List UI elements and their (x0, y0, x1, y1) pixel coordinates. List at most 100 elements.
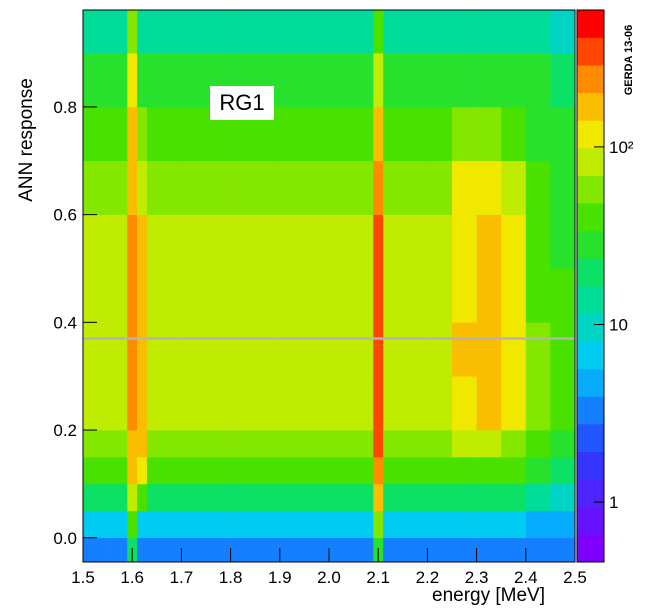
heatmap-cell (476, 430, 502, 458)
heatmap-cell (383, 10, 428, 54)
x-tick-label: 2.4 (514, 568, 538, 587)
y-axis-title: ANN response (16, 78, 37, 202)
heatmap-cell (107, 268, 128, 323)
heatmap-cell (137, 510, 148, 539)
watermark: GERDA 13-06 (623, 25, 635, 96)
heatmap-cell (383, 376, 428, 431)
heatmap-cell (279, 537, 330, 563)
colorbar-band (577, 92, 604, 121)
heatmap-cell (181, 160, 231, 215)
heatmap-cell (501, 537, 527, 563)
heatmap-cell (127, 53, 138, 108)
heatmap-cell (83, 376, 108, 431)
heatmap-cell (452, 214, 477, 269)
heatmap-cell (501, 106, 527, 162)
heatmap-cell (279, 510, 330, 539)
heatmap-cell (181, 268, 231, 323)
heatmap-cell (427, 322, 453, 377)
heatmap-cell (230, 10, 281, 54)
heatmap-cell (525, 106, 551, 162)
heatmap-cell (137, 537, 148, 563)
heatmap-cell (373, 53, 384, 108)
heatmap-cell (383, 322, 428, 377)
heatmap-cell (230, 430, 281, 458)
heatmap-cell (427, 268, 453, 323)
heatmap-cell (383, 106, 428, 162)
heatmap-cell (373, 106, 384, 162)
heatmap-cell (525, 53, 551, 108)
heatmap-cell (525, 483, 551, 512)
heatmap-cell (476, 456, 502, 485)
heatmap-cell (329, 483, 374, 512)
heatmap-cell (83, 10, 108, 54)
heatmap-cell (127, 456, 138, 485)
colorbar-band (577, 424, 604, 452)
heatmap-cell (146, 160, 182, 215)
colorbar-tick-label: 10 (609, 316, 628, 335)
heatmap-cell (329, 430, 374, 458)
heatmap-cell (525, 322, 551, 377)
heatmap-cell (525, 214, 551, 269)
heatmap-cell (137, 483, 148, 512)
heatmap-cell (501, 10, 527, 54)
heatmap-cell (230, 322, 281, 377)
heatmap-cell (146, 10, 182, 54)
colorbar-band (577, 230, 604, 259)
heatmap-cell (83, 214, 108, 269)
heatmap-cell (127, 268, 138, 323)
heatmap-cell (427, 376, 453, 431)
heatmap-cell (137, 322, 148, 377)
heatmap-cell (373, 268, 384, 323)
heatmap-cell (181, 456, 231, 485)
x-tick-label: 2.0 (317, 568, 341, 587)
heatmap-cell (137, 268, 148, 323)
colorbar-band (577, 258, 604, 287)
heatmap-cell (137, 10, 148, 54)
heatmap-cell (525, 376, 551, 431)
heatmap-cell (329, 456, 374, 485)
heatmap-cell (329, 376, 374, 431)
heatmap-cell (107, 106, 128, 162)
heatmap-cell (550, 456, 576, 485)
heatmap-cell (107, 510, 128, 539)
x-tick-label: 1.6 (120, 568, 144, 587)
heatmap-cell (127, 376, 138, 431)
heatmap-cell (383, 483, 428, 512)
heatmap-cell (501, 430, 527, 458)
colorbar-band (577, 451, 604, 480)
heatmap-cell (373, 376, 384, 431)
heatmap-cell (550, 268, 576, 323)
heatmap-cell (501, 214, 527, 269)
heatmap-cell (107, 214, 128, 269)
heatmap-cell (383, 268, 428, 323)
heatmap-cell (501, 322, 527, 377)
heatmap-cell (279, 268, 330, 323)
heatmap-cell (83, 537, 108, 563)
colorbar-tick-label: 10² (609, 138, 634, 157)
heatmap-cell (127, 10, 138, 54)
x-tick-label: 2.2 (416, 568, 440, 587)
heatmap-cell (137, 214, 148, 269)
heatmap-cell (230, 483, 281, 512)
colorbar-band (577, 10, 604, 38)
heatmap-cell (127, 483, 138, 512)
heatmap-cell (230, 537, 281, 563)
colorbar-band (577, 506, 604, 535)
x-tick-label: 1.8 (219, 568, 243, 587)
heatmap-cell (550, 483, 576, 512)
heatmap-cell (525, 268, 551, 323)
heatmap-cell (329, 537, 374, 563)
heatmap-cell (83, 160, 108, 215)
heatmap-cell (181, 510, 231, 539)
heatmap-cell (550, 537, 576, 563)
heatmap-cell (137, 106, 148, 162)
heatmap-cell (476, 376, 502, 431)
heatmap-cell (146, 537, 182, 563)
colorbar-band (577, 203, 604, 232)
heatmap-cell (107, 483, 128, 512)
heatmap-cell (452, 376, 477, 431)
y-tick-label: 0.0 (53, 529, 77, 548)
heatmap-cell (452, 483, 477, 512)
heatmap-cell (230, 160, 281, 215)
